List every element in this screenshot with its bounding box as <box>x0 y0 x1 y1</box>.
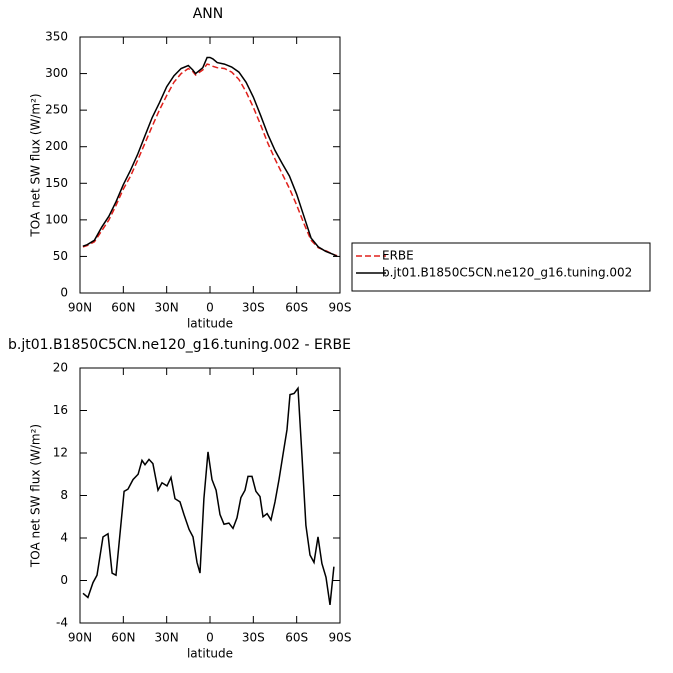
y-tick-label: 4 <box>60 531 68 545</box>
x-axis-label: latitude <box>187 317 233 331</box>
x-tick-label: 90N <box>68 301 92 315</box>
y-axis-label: TOA net SW flux (W/m²) <box>29 93 43 237</box>
y-tick-label: 16 <box>53 403 68 417</box>
legend-label: ERBE <box>382 249 414 263</box>
chart-title: ANN <box>193 6 224 22</box>
y-tick-label: 50 <box>53 249 68 263</box>
plot-frame <box>79 36 341 294</box>
x-tick-label: 60N <box>111 301 135 315</box>
y-tick-label: 350 <box>45 30 68 44</box>
y-tick-label: 0 <box>60 573 68 587</box>
chart-title: b.jt01.B1850C5CN.ne120_g16.tuning.002 - … <box>8 337 351 353</box>
legend-label: b.jt01.B1850C5CN.ne120_g16.tuning.002 <box>382 266 632 280</box>
data-line <box>82 56 338 258</box>
legend-box <box>351 242 651 292</box>
x-tick-label: 90S <box>329 631 352 645</box>
y-tick-label: 20 <box>53 361 68 375</box>
x-tick-label: 30S <box>242 631 265 645</box>
x-tick-label: 30N <box>155 301 179 315</box>
plot-frame <box>79 367 341 624</box>
y-tick-label: 100 <box>45 212 68 226</box>
y-tick-label: 300 <box>45 66 68 80</box>
data-line <box>82 63 338 257</box>
data-line <box>82 386 335 606</box>
x-tick-label: 0 <box>206 301 214 315</box>
y-tick-label: 8 <box>60 488 68 502</box>
y-tick-label: 250 <box>45 103 68 117</box>
y-tick-label: 200 <box>45 139 68 153</box>
x-tick-label: 30S <box>242 301 265 315</box>
x-tick-label: 60S <box>285 301 308 315</box>
y-axis-label: TOA net SW flux (W/m²) <box>29 424 43 568</box>
x-tick-label: 30N <box>155 631 179 645</box>
y-tick-label: 150 <box>45 176 68 190</box>
x-tick-label: 60N <box>111 631 135 645</box>
y-tick-label: 0 <box>60 286 68 300</box>
x-tick-label: 60S <box>285 631 308 645</box>
x-axis-label: latitude <box>187 647 233 661</box>
y-tick-label: 12 <box>53 446 68 460</box>
y-tick-label: -4 <box>56 616 68 630</box>
x-tick-label: 90S <box>329 301 352 315</box>
x-tick-label: 0 <box>206 631 214 645</box>
x-tick-label: 90N <box>68 631 92 645</box>
